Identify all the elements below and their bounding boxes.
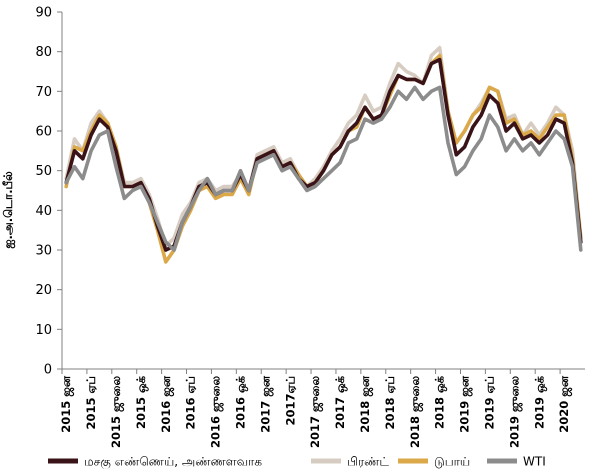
x-tick-label: 2017 ஒக் [333, 375, 348, 429]
y-axis: 0 10 20 30 40 50 60 70 80 90 [35, 6, 63, 378]
x-tick-label: 2015 ஏப் [84, 376, 98, 430]
series-line-crude_basket [64, 57, 583, 252]
legend: மசகு எண்ணெய், அண்ணளவாக பிரண்ட் டுபாய் WTI [48, 455, 546, 469]
x-tick-label: 2018 ஜன [358, 375, 373, 433]
legend-label-wti: WTI [523, 455, 546, 469]
x-tick-label: 2020 ஜன [557, 375, 572, 433]
legend-label-crude_basket: மசகு எண்ணெய், அண்ணளவாக [84, 455, 262, 469]
y-tick-label: 20 [35, 283, 52, 298]
x-tick-label: 2017ஏப் [283, 376, 297, 426]
y-tick-label: 40 [35, 204, 52, 219]
y-tick-label: 50 [35, 164, 52, 179]
x-axis: 2015 ஜன 2015 ஏப் 2015 ஜுலை 2015 ஒக் 2016 ஜன 2… [59, 368, 585, 448]
legend-label-brent: பிரண்ட் [347, 455, 389, 469]
x-tick-label: 2017 ஜுலை [308, 376, 323, 448]
x-tick-label: 2018 ஒக் [433, 375, 448, 429]
x-tick-label: 2018 ஜுலை [408, 376, 423, 448]
y-tick-label: 10 [35, 323, 52, 338]
x-tick-label: 2019 ஜுலை [507, 376, 522, 448]
x-tick-label: 2019 ஜன [458, 375, 473, 433]
y-axis-title: ஐ.அ.டொ.பீல் [1, 171, 15, 249]
y-tick-label: 80 [35, 45, 52, 60]
y-tick-label: 70 [35, 85, 52, 100]
x-tick-label: 2016 ஜன [159, 375, 174, 433]
x-tick-label: 2018 ஏப் [383, 376, 397, 430]
x-tick-label: 2016 ஒக் [233, 375, 248, 429]
series-layer [64, 45, 583, 264]
x-tick-label: 2016 ஜுலை [209, 376, 224, 448]
x-tick-label: 2016 ஏப் [184, 376, 198, 430]
x-tick-label: 2015 ஒக் [134, 375, 149, 429]
series-line-dubai [64, 53, 583, 264]
x-tick-label: 2019 ஏப் [483, 376, 497, 430]
x-tick-label: 2019 ஒக் [532, 375, 547, 429]
x-tick-label: 2015 ஜன [59, 375, 74, 433]
x-tick-label: 2017 ஜன [258, 375, 273, 433]
y-tick-label: 60 [35, 125, 52, 140]
y-tick-label: 30 [35, 244, 52, 259]
x-tick-label: 2015 ஜுலை [109, 376, 124, 448]
y-tick-label: 0 [44, 363, 52, 378]
y-tick-label: 90 [35, 6, 52, 21]
legend-label-dubai: டுபாய் [434, 455, 470, 469]
series-line-wti [64, 85, 583, 252]
